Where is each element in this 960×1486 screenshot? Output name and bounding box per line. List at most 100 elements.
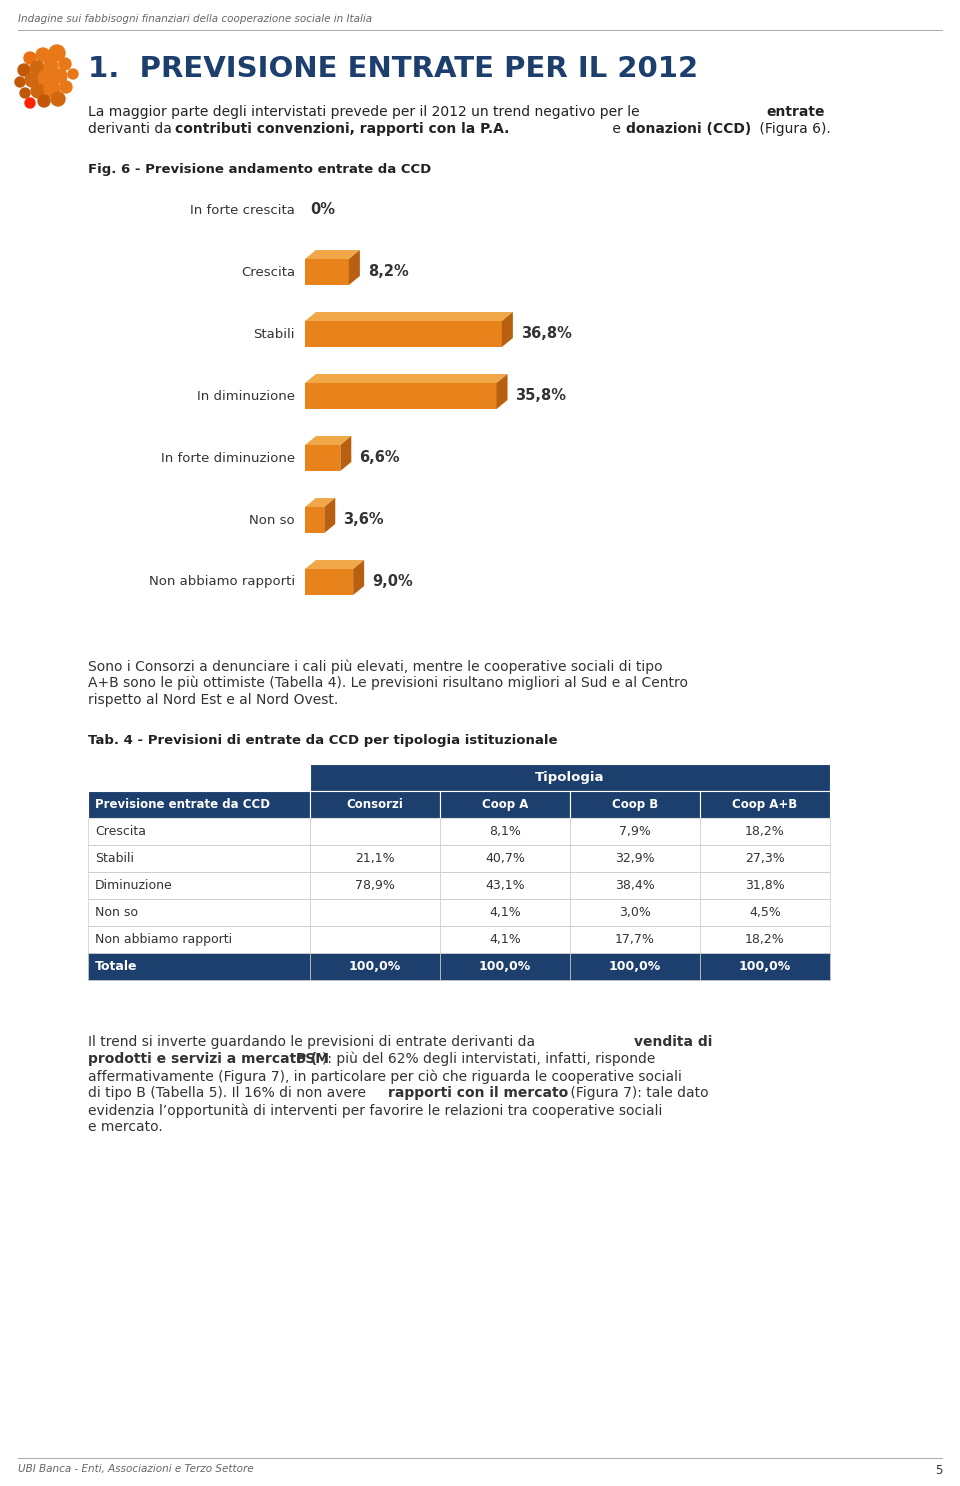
Bar: [700, 953, 830, 979]
Bar: [88, 791, 310, 817]
Bar: [310, 953, 440, 979]
Text: UBI Banca - Enti, Associazioni e Terzo Settore: UBI Banca - Enti, Associazioni e Terzo S…: [18, 1464, 253, 1474]
Bar: [305, 383, 496, 409]
Text: Non abbiamo rapporti: Non abbiamo rapporti: [95, 933, 232, 947]
Text: 7,9%: 7,9%: [619, 825, 651, 838]
Polygon shape: [340, 435, 351, 471]
Polygon shape: [305, 374, 508, 383]
Text: 3,6%: 3,6%: [344, 513, 384, 528]
Text: Fig. 6 - Previsione andamento entrate da CCD: Fig. 6 - Previsione andamento entrate da…: [88, 163, 431, 175]
Text: 3,0%: 3,0%: [619, 906, 651, 918]
Bar: [570, 899, 700, 926]
Circle shape: [31, 85, 45, 98]
Text: 9,0%: 9,0%: [372, 575, 413, 590]
Text: contributi convenzioni, rapporti con la P.A.: contributi convenzioni, rapporti con la …: [175, 122, 510, 137]
Text: 0%: 0%: [310, 202, 335, 217]
Bar: [440, 953, 570, 979]
Bar: [310, 791, 440, 817]
Text: Tab. 4 - Previsioni di entrate da CCD per tipologia istituzionale: Tab. 4 - Previsioni di entrate da CCD pe…: [88, 734, 558, 747]
Polygon shape: [353, 560, 364, 594]
Bar: [570, 953, 700, 979]
Text: 21,1%: 21,1%: [355, 851, 395, 865]
Bar: [440, 899, 570, 926]
Bar: [570, 817, 700, 846]
Text: Crescita: Crescita: [95, 825, 146, 838]
Circle shape: [51, 92, 65, 106]
Text: donazioni (CCD): donazioni (CCD): [626, 122, 752, 137]
Text: 4,1%: 4,1%: [490, 933, 521, 947]
Text: 8,1%: 8,1%: [489, 825, 521, 838]
Circle shape: [60, 82, 72, 94]
Text: 27,3%: 27,3%: [745, 851, 785, 865]
Polygon shape: [305, 435, 351, 444]
Text: In forte crescita: In forte crescita: [190, 204, 295, 217]
Bar: [700, 926, 830, 953]
Bar: [440, 791, 570, 817]
Text: ): più del 62% degli intervistati, infatti, risponde: ): più del 62% degli intervistati, infat…: [322, 1052, 656, 1067]
Text: derivanti da: derivanti da: [88, 122, 177, 137]
Text: 6,6%: 6,6%: [359, 450, 400, 465]
Text: Indagine sui fabbisogni finanziari della cooperazione sociale in Italia: Indagine sui fabbisogni finanziari della…: [18, 13, 372, 24]
Text: vendita di: vendita di: [634, 1036, 712, 1049]
Polygon shape: [324, 498, 335, 533]
Bar: [310, 899, 440, 926]
Text: 18,2%: 18,2%: [745, 825, 785, 838]
Circle shape: [20, 88, 30, 98]
Text: Stabili: Stabili: [253, 327, 295, 340]
Text: 100,0%: 100,0%: [348, 960, 401, 973]
Text: 8,2%: 8,2%: [368, 265, 409, 279]
Bar: [440, 817, 570, 846]
Text: 5: 5: [935, 1464, 942, 1477]
Text: Diminuzione: Diminuzione: [95, 880, 173, 892]
Text: e mercato.: e mercato.: [88, 1120, 163, 1134]
Bar: [570, 872, 700, 899]
Text: Il trend si inverte guardando le previsioni di entrate derivanti da: Il trend si inverte guardando le previsi…: [88, 1036, 540, 1049]
Text: Non abbiamo rapporti: Non abbiamo rapporti: [149, 575, 295, 588]
Circle shape: [59, 58, 71, 70]
Bar: [305, 507, 324, 533]
Text: 35,8%: 35,8%: [516, 388, 566, 404]
Text: (Figura 7): tale dato: (Figura 7): tale dato: [566, 1086, 708, 1100]
Bar: [570, 791, 700, 817]
Text: 43,1%: 43,1%: [485, 880, 525, 892]
Text: Crescita: Crescita: [241, 266, 295, 278]
Bar: [570, 846, 700, 872]
Circle shape: [36, 48, 50, 62]
Text: affermativamente (Figura 7), in particolare per ciò che riguarda le cooperative : affermativamente (Figura 7), in particol…: [88, 1068, 682, 1083]
Text: 4,5%: 4,5%: [749, 906, 780, 918]
Text: evidenzia l’opportunità di interventi per favorire le relazioni tra cooperative : evidenzia l’opportunità di interventi pe…: [88, 1103, 662, 1117]
Circle shape: [38, 70, 54, 86]
Bar: [305, 569, 353, 594]
Bar: [570, 926, 700, 953]
Text: Coop A+B: Coop A+B: [732, 798, 798, 811]
Circle shape: [53, 68, 67, 83]
Text: 100,0%: 100,0%: [609, 960, 661, 973]
Circle shape: [25, 98, 35, 108]
Bar: [440, 872, 570, 899]
Text: 1.  PREVISIONE ENTRATE PER IL 2012: 1. PREVISIONE ENTRATE PER IL 2012: [88, 55, 698, 83]
Circle shape: [38, 95, 50, 107]
Bar: [88, 846, 310, 872]
Text: 100,0%: 100,0%: [479, 960, 531, 973]
Polygon shape: [348, 250, 360, 285]
Text: e: e: [608, 122, 625, 137]
Text: In diminuzione: In diminuzione: [197, 389, 295, 403]
Circle shape: [44, 59, 58, 73]
Bar: [310, 817, 440, 846]
Text: 38,4%: 38,4%: [615, 880, 655, 892]
Bar: [700, 846, 830, 872]
Bar: [88, 953, 310, 979]
Bar: [440, 926, 570, 953]
Bar: [305, 259, 348, 285]
Bar: [305, 444, 340, 471]
Text: Tipologia: Tipologia: [536, 771, 605, 785]
Bar: [310, 846, 440, 872]
Bar: [310, 926, 440, 953]
Bar: [310, 872, 440, 899]
Circle shape: [30, 61, 44, 74]
Text: rispetto al Nord Est e al Nord Ovest.: rispetto al Nord Est e al Nord Ovest.: [88, 692, 338, 707]
Circle shape: [25, 73, 39, 88]
Text: 78,9%: 78,9%: [355, 880, 395, 892]
Bar: [305, 321, 502, 348]
Bar: [700, 791, 830, 817]
